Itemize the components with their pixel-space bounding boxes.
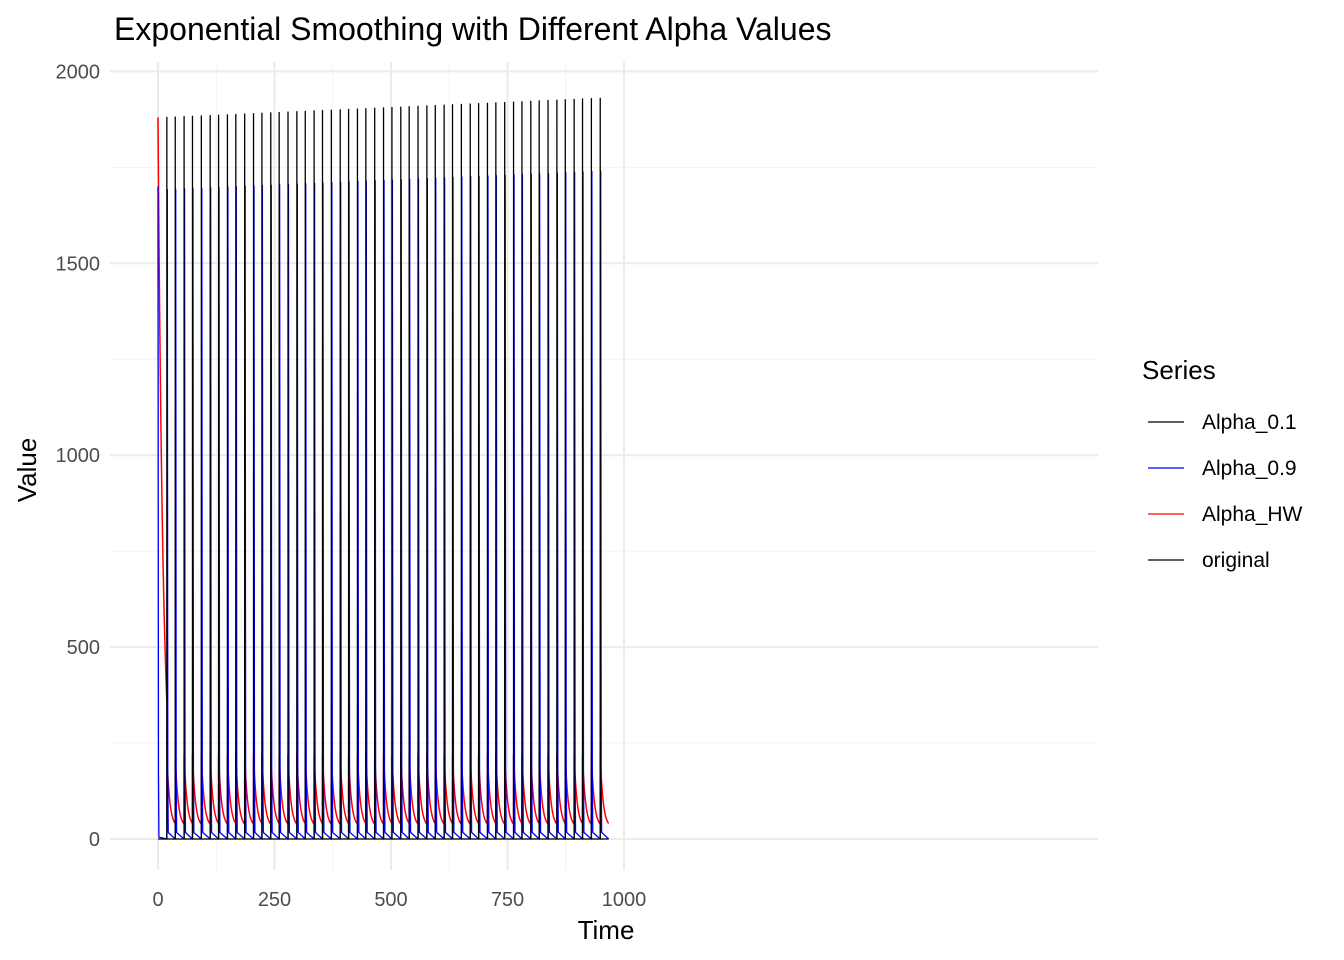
x-axis-title: Time	[578, 915, 635, 945]
legend-label-original: original	[1202, 549, 1270, 572]
x-tick-label: 250	[258, 889, 291, 911]
legend-label-alpha-hw: Alpha_HW	[1202, 503, 1303, 526]
legend-label-alpha-0-9: Alpha_0.9	[1202, 457, 1297, 480]
legend-entry: original	[1148, 549, 1270, 572]
y-tick-label: 1000	[56, 445, 101, 467]
legend-entry: Alpha_0.9	[1148, 457, 1297, 480]
legend-entry: Alpha_0.1	[1148, 411, 1297, 434]
x-tick-label: 500	[374, 889, 407, 911]
chart-title: Exponential Smoothing with Different Alp…	[114, 11, 831, 47]
y-axis-title: Value	[12, 438, 42, 503]
y-tick-label: 1500	[56, 253, 101, 275]
legend-title: Series	[1142, 355, 1216, 385]
series-line-original	[158, 97, 609, 840]
y-axis-ticks: 0 500 1000 1500 2000	[56, 61, 101, 851]
x-tick-label: 1000	[602, 889, 647, 911]
y-tick-label: 2000	[56, 61, 101, 83]
x-tick-label: 0	[152, 889, 163, 911]
y-tick-label: 0	[89, 829, 100, 851]
series-layer	[157, 97, 610, 840]
legend-label-alpha-0-1: Alpha_0.1	[1202, 411, 1297, 434]
legend-entry: Alpha_HW	[1148, 503, 1303, 526]
x-tick-label: 750	[491, 889, 524, 911]
y-tick-label: 500	[67, 637, 100, 659]
x-axis-ticks: 0 250 500 750 1000	[152, 889, 646, 911]
grid	[110, 62, 1098, 870]
legend: Series Alpha_0.1 Alpha_0.9 Alpha_HW orig…	[1142, 355, 1303, 572]
